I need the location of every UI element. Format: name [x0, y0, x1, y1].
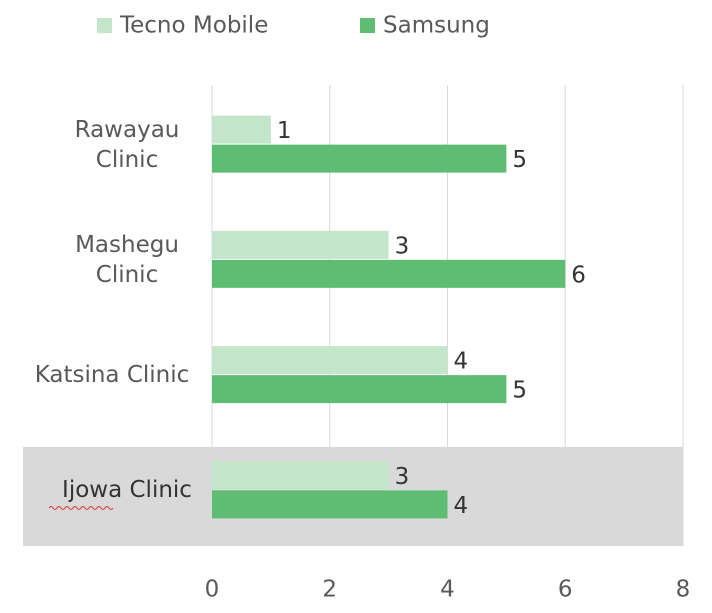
bar: [212, 346, 448, 375]
x-tick-label: 2: [322, 577, 337, 603]
x-tick-label: 4: [440, 577, 455, 603]
bar: [212, 490, 448, 519]
x-tick-label: 8: [676, 577, 691, 603]
value-label: 5: [512, 378, 527, 404]
value-label: 6: [571, 262, 586, 288]
bar: [212, 230, 389, 259]
value-label: 3: [395, 233, 410, 259]
bar: [212, 375, 507, 404]
bar: [212, 259, 566, 288]
value-label: 5: [512, 147, 527, 173]
y-tick-label: Rawayau Clinic: [74, 116, 180, 173]
legend-label: Tecno Mobile: [119, 13, 268, 39]
x-tick-label: 0: [205, 577, 220, 603]
y-tick-label: Katsina Clinic: [34, 362, 190, 389]
bar: [212, 144, 507, 173]
spellcheck-underline: [48, 506, 114, 510]
legend-label: Samsung: [383, 13, 490, 39]
value-label: 1: [277, 118, 292, 144]
value-label: 4: [454, 349, 469, 375]
bar: [212, 461, 389, 490]
legend-swatch: [360, 18, 375, 33]
value-label: 4: [454, 493, 469, 519]
value-label: 3: [395, 464, 410, 490]
bar: [212, 115, 271, 144]
legend-swatch: [97, 18, 112, 33]
y-tick-label: Ijowa Clinic: [62, 477, 192, 504]
y-tick-label: Mashegu Clinic: [75, 231, 179, 288]
x-tick-label: 6: [558, 577, 573, 603]
